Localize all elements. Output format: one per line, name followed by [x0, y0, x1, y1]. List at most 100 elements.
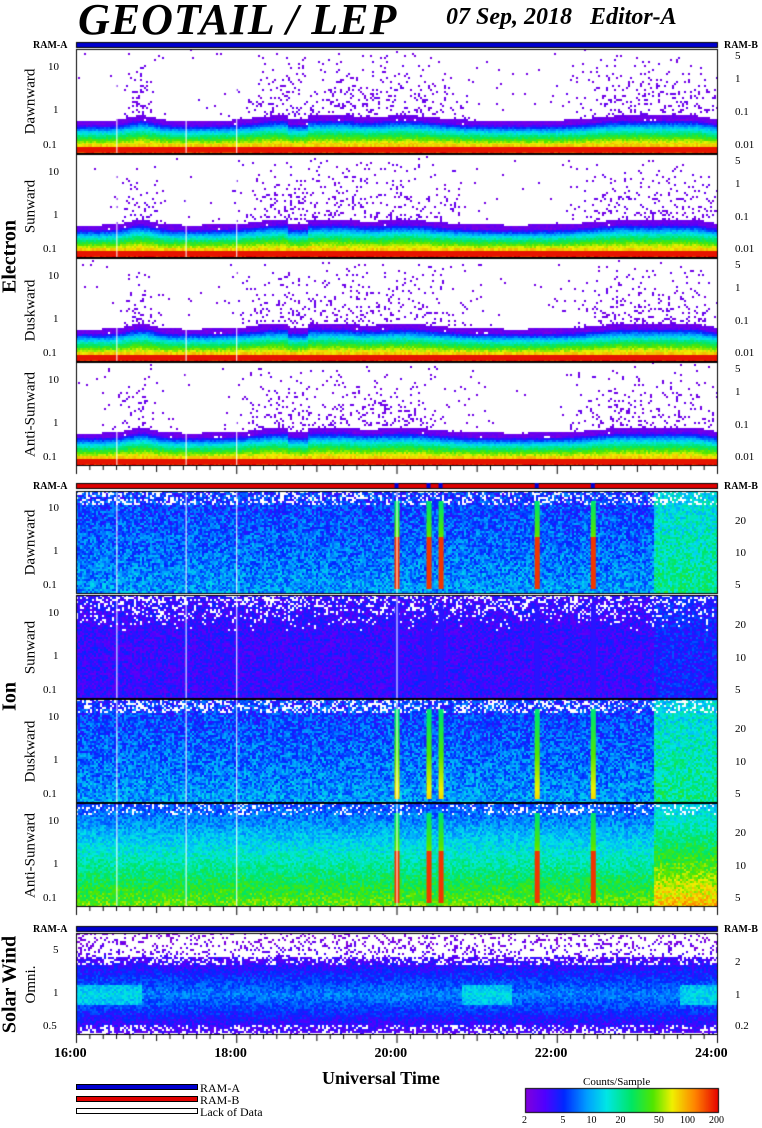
ram-b-label: RAM-B	[724, 40, 758, 51]
y-tick-label: 10	[48, 60, 59, 73]
colorbar-tick: 50	[653, 1115, 664, 1126]
right-tick-label: 0.01	[735, 242, 755, 255]
page-title: GEOTAIL / LEP	[78, 0, 398, 44]
y-tick-label: 0.5	[43, 1019, 57, 1032]
right-tick-label: 5	[735, 578, 741, 591]
legend-ram-b-swatch	[76, 1096, 198, 1102]
group-label: Solar Wind	[0, 935, 21, 1034]
y-tick-label: 10	[48, 502, 59, 515]
right-tick-label: 0.1	[735, 106, 749, 119]
x-tick-label: 20:00	[374, 1046, 408, 1061]
ram-b-label: RAM-B	[724, 481, 758, 492]
y-tick-label: 0.1	[43, 891, 57, 904]
panel-ylabel: Anti-Sunward	[22, 812, 39, 898]
y-tick-label: 10	[48, 165, 59, 178]
y-tick-label: 5	[53, 944, 59, 957]
colorbar-tick: 100	[679, 1115, 695, 1126]
legend-lack-label: Lack of Data	[200, 1105, 263, 1119]
x-axis-label: Universal Time	[322, 1068, 440, 1088]
right-tick-label: 5	[735, 155, 741, 168]
right-tick-label: 5	[735, 683, 741, 696]
y-tick-label: 10	[48, 269, 59, 282]
panel-ylabel: Dawnward	[22, 68, 39, 135]
panel-ylabel: Duskward	[22, 279, 39, 341]
date-editor-label: 07 Sep, 2018 Editor-A	[446, 4, 677, 31]
x-tick-label: 16:00	[54, 1046, 87, 1061]
right-tick-label: 1	[735, 177, 741, 190]
y-tick-label: 0.1	[43, 578, 57, 591]
panel-ylabel: Omni.	[22, 965, 39, 1003]
y-tick-label: 1	[53, 312, 59, 325]
right-tick-label: 0.01	[735, 346, 755, 359]
right-tick-label: 1	[735, 988, 741, 1001]
date-label: 07 Sep, 2018	[446, 4, 572, 30]
legend-ram-a-label: RAM-A	[200, 1081, 241, 1095]
right-tick-label: 0.01	[735, 138, 755, 151]
legend-lack-swatch	[76, 1108, 198, 1114]
x-tick-label: 18:00	[214, 1046, 247, 1061]
right-tick-label: 0.01	[735, 450, 755, 463]
y-tick-label: 10	[48, 373, 59, 386]
editor-label: Editor-A	[590, 4, 677, 30]
panel-ylabel: Dawnward	[22, 509, 39, 576]
y-tick-label: 10	[48, 606, 59, 619]
right-tick-label: 5	[735, 50, 741, 63]
x-tick-label: 24:00	[695, 1046, 728, 1061]
colorbar-tick: 5	[560, 1115, 566, 1126]
right-tick-label: 5	[735, 363, 741, 376]
legend-ram-a-swatch	[76, 1084, 198, 1090]
y-tick-label: 0.1	[43, 450, 57, 463]
y-tick-label: 1	[53, 545, 59, 558]
right-tick-label: 5	[735, 787, 741, 800]
colorbar-title: Counts/Sample	[583, 1076, 651, 1088]
right-tick-label: 1	[735, 281, 741, 294]
y-tick-label: 0.1	[43, 683, 57, 696]
right-tick-label: 0.1	[735, 418, 749, 431]
y-tick-label: 0.1	[43, 787, 57, 800]
y-tick-label: 1	[53, 416, 59, 429]
group-label: Electron	[0, 220, 21, 293]
group-label: Ion	[0, 682, 21, 711]
right-tick-label: 10	[735, 755, 746, 768]
right-tick-label: 10	[735, 859, 746, 872]
right-tick-label: 20	[735, 722, 746, 735]
colorbar-tick: 20	[615, 1115, 626, 1126]
right-tick-label: 20	[735, 826, 746, 839]
y-tick-label: 0.1	[43, 346, 57, 359]
right-tick-label: 20	[735, 514, 746, 527]
y-tick-label: 1	[53, 986, 59, 999]
right-tick-label: 0.1	[735, 314, 749, 327]
ram-a-label-ion: RAM-A	[33, 481, 68, 492]
colorbar-tick: 2	[522, 1115, 527, 1126]
right-tick-label: 1	[735, 385, 741, 398]
right-tick-label: 2	[735, 956, 741, 969]
panel-ylabel: Sunward	[22, 620, 39, 674]
panel-ylabel: Sunward	[22, 179, 39, 233]
y-tick-label: 1	[53, 753, 59, 766]
y-tick-label: 10	[48, 710, 59, 723]
y-tick-label: 0.1	[43, 242, 57, 255]
right-tick-label: 10	[735, 651, 746, 664]
y-tick-label: 1	[53, 649, 59, 662]
right-tick-label: 5	[735, 891, 741, 904]
y-tick-label: 10	[48, 814, 59, 827]
right-tick-label: 5	[735, 259, 741, 272]
ram-b-label: RAM-B	[724, 924, 758, 935]
y-tick-label: 1	[53, 104, 59, 117]
legend-ram-b-label: RAM-B	[200, 1093, 240, 1107]
right-tick-label: 0.2	[735, 1019, 749, 1032]
colorbar-tick: 200	[709, 1115, 724, 1126]
panel-ylabel: Anti-Sunward	[22, 371, 39, 457]
panel-ylabel: Duskward	[22, 720, 39, 782]
x-tick-label: 22:00	[534, 1046, 568, 1061]
colorbar-tick: 10	[586, 1115, 597, 1126]
ram-a-label-sw: RAM-A	[33, 924, 68, 935]
right-tick-label: 1	[735, 73, 741, 86]
y-tick-label: 1	[53, 857, 59, 870]
right-tick-label: 0.1	[735, 210, 749, 223]
y-tick-label: 1	[53, 208, 59, 221]
ram-a-label-left: RAM-A	[33, 40, 68, 51]
right-tick-label: 10	[735, 547, 746, 560]
right-tick-label: 20	[735, 618, 746, 631]
